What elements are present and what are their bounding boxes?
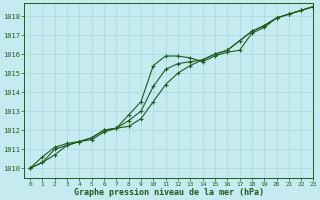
X-axis label: Graphe pression niveau de la mer (hPa): Graphe pression niveau de la mer (hPa) <box>74 188 264 197</box>
